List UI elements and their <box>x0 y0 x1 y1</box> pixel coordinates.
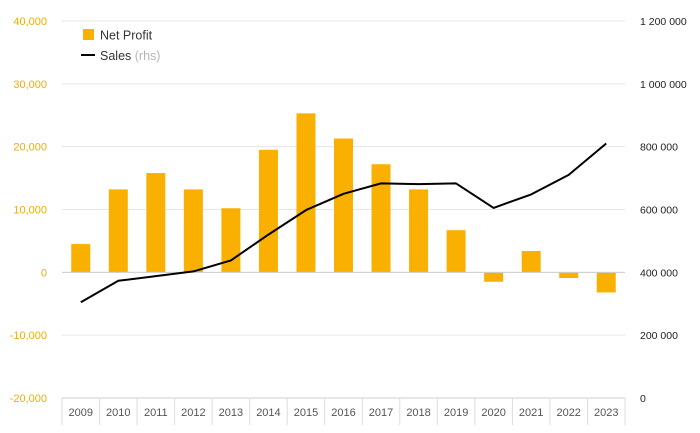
bar <box>446 230 466 273</box>
legend-sales-name: Sales <box>100 49 131 63</box>
left-tick-label: -20,000 <box>10 393 47 405</box>
right-tick-label: 800 000 <box>640 142 678 154</box>
bar <box>108 189 128 273</box>
right-tick-label: 600 000 <box>640 205 678 217</box>
left-tick-label: 0 <box>41 267 47 279</box>
bar <box>371 164 391 273</box>
left-axis-ticks: -20,000 -10,000 0 10,000 20,000 30,000 40,000 <box>10 16 47 405</box>
left-tick-label: 30,000 <box>13 79 47 91</box>
bar <box>146 173 166 273</box>
right-tick-label: 0 <box>640 393 646 405</box>
legend-sales-suffix: (rhs) <box>135 49 161 63</box>
legend: Net Profit Sales (rhs) <box>81 29 160 63</box>
x-tick-label: 2022 <box>556 407 580 419</box>
x-tick-label: 2018 <box>406 407 430 419</box>
left-tick-label: 40,000 <box>13 16 47 28</box>
legend-label-sales: Sales (rhs) <box>100 49 160 63</box>
bar <box>559 272 579 278</box>
bar <box>334 138 353 273</box>
bar <box>521 250 541 273</box>
right-axis-ticks: 0 200 000 400 000 600 000 800 000 1 000 000 1 … <box>640 16 687 405</box>
x-tick-label: 2021 <box>519 407 543 419</box>
x-tick-label: 2017 <box>369 407 393 419</box>
left-tick-label: -10,000 <box>10 330 47 342</box>
bar <box>484 272 504 282</box>
x-tick-label: 2012 <box>181 407 205 419</box>
legend-label-net-profit: Net Profit <box>100 29 153 43</box>
right-tick-label: 200 000 <box>640 330 678 342</box>
left-tick-label: 20,000 <box>13 142 47 154</box>
bar <box>183 189 203 273</box>
x-tick-label: 2013 <box>219 407 243 419</box>
sales-line-path <box>80 142 607 304</box>
bar <box>296 113 316 273</box>
right-tick-label: 400 000 <box>640 267 678 279</box>
net-profit-bars <box>71 113 616 293</box>
bar <box>409 189 429 273</box>
x-tick-label: 2015 <box>294 407 318 419</box>
sales-line <box>80 142 607 304</box>
bar <box>71 244 91 273</box>
x-tick-label: 2016 <box>331 407 355 419</box>
x-tick-label: 2023 <box>594 407 618 419</box>
right-tick-label: 1 000 000 <box>640 79 687 91</box>
x-tick-label: 2009 <box>69 407 93 419</box>
right-tick-label: 1 200 000 <box>640 16 687 28</box>
x-tick-label: 2019 <box>444 407 468 419</box>
x-tick-label: 2011 <box>144 407 168 419</box>
x-axis: 2009 2010 2011 2012 2013 2014 2015 2016 2017 2018… <box>61 397 626 425</box>
left-tick-label: 10,000 <box>13 205 47 217</box>
x-tick-label: 2010 <box>106 407 130 419</box>
legend-swatch-net-profit <box>83 29 94 40</box>
bar <box>596 272 616 293</box>
x-tick-label: 2014 <box>256 407 280 419</box>
bar <box>258 149 278 273</box>
x-tick-label: 2020 <box>481 407 505 419</box>
